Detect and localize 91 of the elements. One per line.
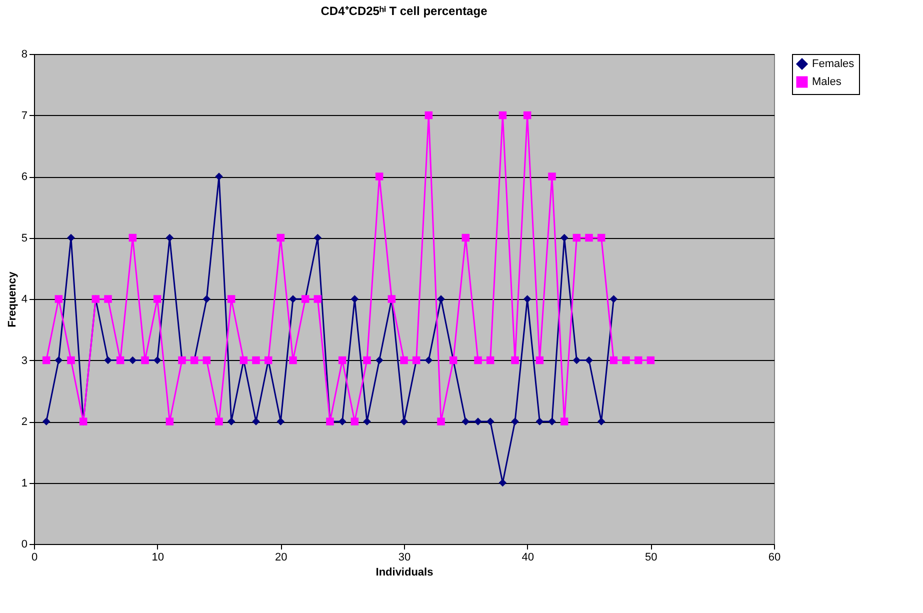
point xyxy=(227,418,236,426)
point xyxy=(572,356,581,364)
point xyxy=(42,418,50,426)
point xyxy=(289,356,297,364)
point xyxy=(276,418,285,426)
x-axis-title: Individuals xyxy=(376,566,434,578)
point xyxy=(597,418,606,426)
point xyxy=(128,234,137,242)
point xyxy=(560,234,568,242)
point xyxy=(523,111,532,120)
legend-label: Females xyxy=(812,58,855,70)
point xyxy=(424,356,433,364)
y-tick-label: 8 xyxy=(21,48,28,60)
point xyxy=(350,418,359,426)
y-tick-label: 2 xyxy=(21,416,28,428)
point xyxy=(486,356,494,364)
point xyxy=(54,295,63,303)
x-tick-label: 40 xyxy=(522,552,534,564)
point xyxy=(437,418,445,426)
point xyxy=(400,418,408,426)
point xyxy=(67,234,75,242)
legend-label: Males xyxy=(812,76,842,88)
point xyxy=(375,356,384,364)
x-tick-label: 10 xyxy=(152,552,164,564)
point xyxy=(202,295,211,303)
point xyxy=(252,418,260,426)
point xyxy=(634,356,642,364)
point xyxy=(215,418,223,426)
point xyxy=(338,356,346,364)
x-tick-label: 50 xyxy=(645,552,658,564)
point xyxy=(289,295,297,303)
point xyxy=(548,418,556,426)
point xyxy=(486,418,494,426)
x-tick-label: 0 xyxy=(31,552,38,564)
point xyxy=(523,295,532,303)
point xyxy=(585,234,593,242)
point xyxy=(437,295,445,303)
point xyxy=(511,418,519,426)
point xyxy=(474,356,482,364)
point xyxy=(536,356,544,364)
point xyxy=(548,172,556,180)
point xyxy=(572,234,581,242)
x-tick-label: 60 xyxy=(768,552,781,564)
point xyxy=(498,111,507,120)
point xyxy=(585,356,593,364)
point xyxy=(153,356,162,364)
point xyxy=(462,418,470,426)
point xyxy=(338,418,346,426)
x-tick-label: 30 xyxy=(398,552,411,564)
point xyxy=(350,295,359,303)
point xyxy=(166,418,174,426)
point xyxy=(314,234,322,242)
point xyxy=(560,418,568,426)
point xyxy=(67,356,75,364)
y-tick-label: 3 xyxy=(21,354,28,367)
point xyxy=(474,418,482,426)
point xyxy=(128,356,137,364)
y-axis-title: Frequency xyxy=(6,270,18,328)
point xyxy=(622,356,630,364)
point xyxy=(646,356,655,364)
point xyxy=(42,356,50,364)
point xyxy=(597,234,606,242)
point xyxy=(314,295,322,303)
y-tick-label: 0 xyxy=(21,538,28,550)
point xyxy=(227,295,236,303)
x-tick-label: 20 xyxy=(275,552,288,564)
point xyxy=(104,295,112,303)
point xyxy=(153,295,162,303)
point xyxy=(104,356,112,364)
point xyxy=(610,356,618,364)
point xyxy=(400,356,408,364)
point xyxy=(375,172,384,180)
point xyxy=(610,295,618,303)
point xyxy=(252,356,260,364)
point xyxy=(424,111,433,120)
point xyxy=(363,356,371,364)
y-tick-label: 1 xyxy=(21,477,28,490)
point xyxy=(54,356,63,364)
point xyxy=(462,234,470,242)
point xyxy=(536,418,544,426)
point xyxy=(363,418,371,426)
chart-title: CD4⁺CD25ʰⁱ T cell percentage xyxy=(320,4,488,18)
y-tick-label: 5 xyxy=(21,232,28,244)
point xyxy=(511,356,519,364)
y-tick-label: 6 xyxy=(21,171,28,183)
point xyxy=(202,356,211,364)
y-tick-label: 4 xyxy=(21,294,28,306)
point xyxy=(276,234,285,242)
point xyxy=(166,234,174,242)
point xyxy=(215,172,223,180)
y-tick-label: 7 xyxy=(21,110,28,122)
